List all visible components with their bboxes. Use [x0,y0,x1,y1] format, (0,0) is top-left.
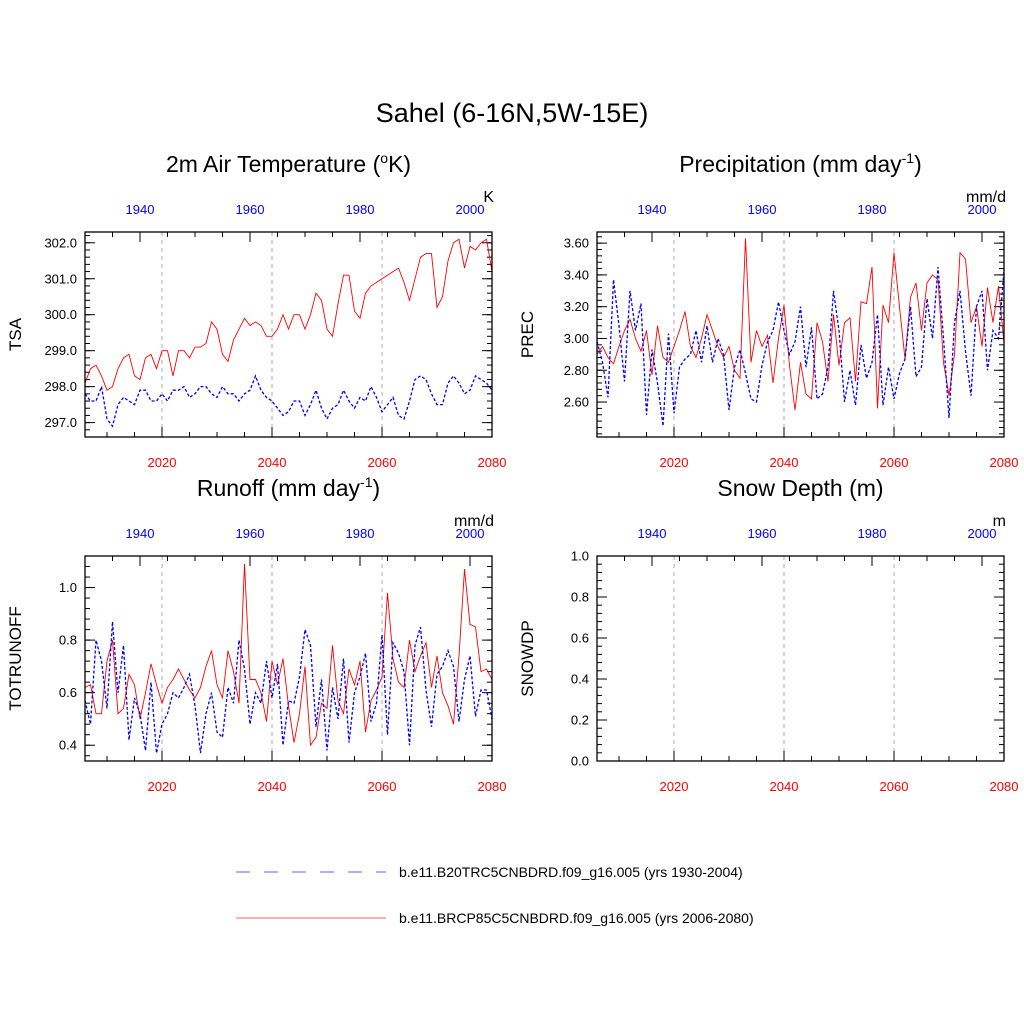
x-tick-label: 2060 [368,779,397,794]
x-tick-label: 2080 [990,779,1019,794]
y-tick-label: 0.2 [571,713,589,728]
x-top-tick-label: 1940 [638,202,667,217]
series-line-historical [84,374,493,428]
panel-title-superscript: -1 [360,474,373,490]
y-axis-label: PREC [518,311,537,358]
x-top-tick-label: 2000 [968,202,997,217]
series-line-historical [84,621,493,754]
y-tick-label: 0.6 [59,685,77,700]
y-tick-label: 3.40 [564,267,589,282]
y-tick-label: 3.20 [564,299,589,314]
x-top-tick-label: 1940 [638,526,667,541]
y-tick-label: 301.0 [44,271,77,286]
units-label: mm/d [966,189,1006,206]
panel-title-superscript: o [380,150,388,166]
x-tick-label: 2020 [148,779,177,794]
y-tick-label: 302.0 [44,235,77,250]
y-tick-label: 0.0 [571,754,589,769]
x-tick-label: 2060 [368,455,397,470]
x-top-tick-label: 1980 [858,526,887,541]
y-tick-label: 3.00 [564,331,589,346]
plot-frame [84,555,493,762]
panel-prec: Precipitation (mm day-1) mm/d PREC 2020 2040… [518,150,1018,470]
y-tick-label: 297.0 [44,415,77,430]
x-tick-label: 2080 [990,455,1019,470]
x-top-tick-label: 2000 [456,202,485,217]
y-tick-label: 0.6 [571,631,589,646]
x-top-tick-label: 1980 [346,202,375,217]
x-tick-label: 2040 [258,455,287,470]
x-tick-label: 2020 [660,779,689,794]
y-tick-label: 2.60 [564,395,589,410]
x-top-tick-label: 1980 [858,202,887,217]
y-tick-label: 0.8 [59,633,77,648]
series-line-future [84,238,493,391]
x-tick-label: 2060 [880,455,909,470]
y-tick-label: 0.8 [571,590,589,605]
x-top-tick-label: 2000 [456,526,485,541]
legend: b.e11.B20TRC5CNBDRD.f09_g16.005 (yrs 193… [236,864,754,926]
panel-title-tail: ) [914,151,922,177]
x-tick-label: 2080 [478,455,507,470]
panel-runoff: Runoff (mm day-1) mm/d TOTRUNOFF 2020 2040 20… [6,474,506,794]
y-axis-label: TSA [6,317,25,351]
panel-title: Runoff (mm day-1) [197,474,380,501]
x-tick-label: 2040 [258,779,287,794]
x-top-tick-label: 1960 [236,202,265,217]
x-tick-label: 2020 [148,455,177,470]
x-top-tick-label: 1960 [236,526,265,541]
x-top-tick-label: 2000 [968,526,997,541]
panel-title: 2m Air Temperature (oK) [166,150,411,177]
panel-title-text: Snow Depth (m) [717,475,883,501]
panel-title-text: Runoff (mm day [197,475,361,501]
panel-tsa: 2m Air Temperature (oK) K TSA 2020 2040 2060 2… [6,150,506,470]
panel-title-text: Precipitation (mm day [679,151,902,177]
x-tick-label: 2020 [660,455,689,470]
units-label: m [993,513,1006,530]
x-top-tick-label: 1960 [748,202,777,217]
panel-title-tail: K) [388,151,411,177]
y-tick-label: 1.0 [59,580,77,595]
y-tick-label: 0.4 [571,672,589,687]
y-tick-label: 2.80 [564,363,589,378]
y-tick-label: 298.0 [44,379,77,394]
main-title: Sahel (6-16N,5W-15E) [375,98,649,128]
x-top-tick-label: 1940 [126,202,155,217]
series-line-historical [596,266,1005,426]
series-line-future [84,563,493,747]
plot-frame [596,231,1005,438]
legend-label-0: b.e11.B20TRC5CNBDRD.f09_g16.005 (yrs 193… [399,864,743,880]
units-label: mm/d [454,513,494,530]
y-tick-label: 300.0 [44,307,77,322]
panel-title-tail: ) [372,475,380,501]
units-label: K [483,189,494,206]
x-tick-label: 2060 [880,779,909,794]
y-tick-label: 3.60 [564,236,589,251]
panel-title: Snow Depth (m) [717,475,883,501]
x-top-tick-label: 1960 [748,526,777,541]
x-tick-label: 2080 [478,779,507,794]
panel-snowdp: Snow Depth (m) m SNOWDP 2020 2040 2060 2080 194… [518,475,1018,794]
y-tick-label: 0.4 [59,738,77,753]
legend-label-1: b.e11.BRCP85C5CNBDRD.f09_g16.005 (yrs 20… [399,910,754,926]
series-line-future [596,238,1005,411]
x-top-tick-label: 1980 [346,526,375,541]
plot-frame [84,231,493,438]
y-axis-label: TOTRUNOFF [6,606,25,711]
y-tick-label: 1.0 [571,549,589,564]
y-axis-label: SNOWDP [518,620,537,697]
x-top-tick-label: 1940 [126,526,155,541]
panel-title-superscript: -1 [902,150,915,166]
panel-title-text: 2m Air Temperature ( [166,151,381,177]
panel-title: Precipitation (mm day-1) [679,150,922,177]
x-tick-label: 2040 [770,779,799,794]
x-tick-label: 2040 [770,455,799,470]
y-tick-label: 299.0 [44,343,77,358]
plot-frame [596,555,1005,762]
